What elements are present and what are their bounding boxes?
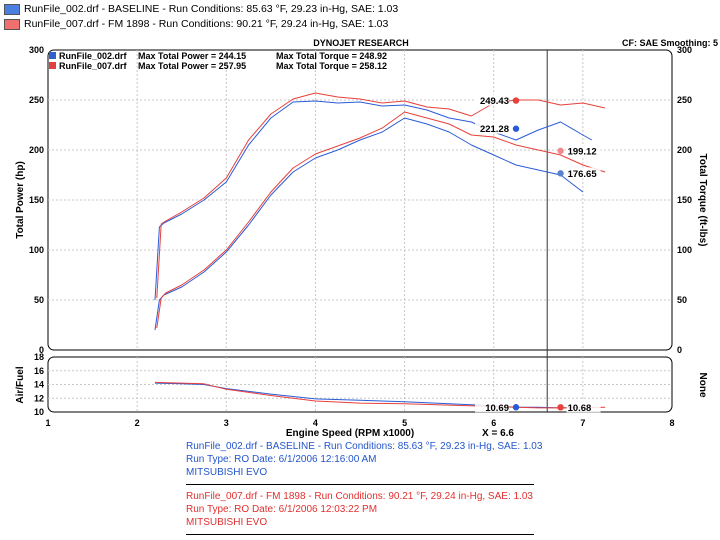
afr-tick-label: 14	[34, 380, 44, 390]
afr-tick-label: 16	[34, 366, 44, 376]
marker-label: 221.28	[480, 124, 509, 135]
red-swatch	[4, 18, 20, 30]
footer-run-1-line2: Run Type: RO Date: 6/1/2006 12:16:00 AM	[186, 454, 377, 465]
blue-swatch	[4, 3, 20, 15]
chart-legend-torque-2: Max Total Torque = 258.12	[276, 61, 387, 71]
top-legend-row-1: RunFile_002.drf - BASELINE - Run Conditi…	[4, 2, 398, 16]
marker-label-bg	[475, 122, 509, 134]
series-power-blue	[154, 117, 584, 331]
marker-label-bg	[566, 401, 601, 413]
marker-label-bg	[475, 401, 509, 413]
footer-run-1: RunFile_002.drf - BASELINE - Run Conditi…	[186, 440, 542, 479]
y-tick-label-right: 250	[677, 95, 692, 105]
x-tick-label: 6	[491, 418, 496, 428]
afr-axis-label-right: None	[697, 373, 708, 398]
y-tick-label-left: 50	[34, 295, 44, 305]
marker-label: 10.69	[485, 403, 509, 414]
footer-run-2-line2: Run Type: RO Date: 6/1/2006 12:03:22 PM	[186, 504, 378, 515]
marker-label-bg	[475, 94, 509, 106]
series-torque-red	[156, 92, 606, 299]
top-legend-label-2: RunFile_007.drf - FM 1898 - Run Conditio…	[24, 18, 389, 30]
x-tick-label: 1	[45, 418, 50, 428]
y-tick-label-right: 300	[677, 45, 692, 55]
y-tick-label-right: 100	[677, 245, 692, 255]
x-tick-label: 7	[580, 418, 585, 428]
x-tick-label: 4	[313, 418, 318, 428]
afr-tick-label: 18	[34, 352, 44, 362]
chart-settings: CF: SAE Smoothing: 5	[622, 38, 718, 48]
afr-axis-label-left: Air/Fuel	[15, 366, 26, 403]
main-series	[154, 92, 606, 331]
footer-divider-2	[186, 534, 534, 535]
afr-tick-label: 12	[34, 393, 44, 403]
chart-legend-power-2: Max Total Power = 257.95	[138, 61, 246, 71]
marker-label-bg	[566, 167, 601, 179]
x-tick-label: 8	[669, 418, 674, 428]
y-tick-label-left: 150	[29, 195, 44, 205]
chart-legend-torque-1: Max Total Torque = 248.92	[276, 51, 387, 61]
y-tick-label-left: 100	[29, 245, 44, 255]
chart-legend-file-1: RunFile_002.drf	[59, 51, 128, 61]
series-torque-blue	[154, 100, 593, 301]
footer-run-2-line1: RunFile_007.drf - FM 1898 - Run Conditio…	[186, 491, 533, 502]
cursor-label: X = 6.6	[482, 428, 514, 439]
x-axis-label: Engine Speed (RPM x1000)	[286, 428, 414, 439]
marker-label: 249.43	[480, 96, 509, 107]
main-grid	[48, 50, 672, 412]
marker-dot	[512, 97, 520, 104]
marker-dot	[512, 125, 520, 132]
chart-legend-file-2: RunFile_007.drf	[59, 61, 128, 71]
afr-series	[154, 381, 606, 409]
chart-legend-power-1: Max Total Power = 244.15	[138, 51, 246, 61]
markers: 249.43 221.28 199.12 176.65 10.69 10.68	[475, 94, 601, 414]
y-tick-label-right: 150	[677, 195, 692, 205]
series-afr-red	[154, 381, 606, 409]
chart-title: DYNOJET RESEARCH	[313, 38, 409, 48]
footer-divider-1	[186, 484, 534, 485]
marker-dot	[512, 404, 520, 411]
chart-legend-swatch-1	[49, 52, 56, 59]
y-tick-label-right: 200	[677, 145, 692, 155]
top-legend-row-2: RunFile_007.drf - FM 1898 - Run Conditio…	[4, 17, 388, 31]
y-tick-label-left: 0	[39, 345, 44, 355]
y-axis-label-left: Total Power (hp)	[15, 161, 26, 239]
series-afr-blue	[154, 382, 583, 409]
x-tick-label: 2	[135, 418, 140, 428]
marker-dot	[557, 170, 564, 177]
x-tick-label: 5	[402, 418, 407, 428]
chart-legend-swatch-2	[49, 62, 56, 69]
marker-label: 176.65	[568, 169, 598, 180]
y-tick-label-left: 300	[29, 45, 44, 55]
marker-dot	[557, 147, 564, 155]
y-tick-label-left: 250	[29, 95, 44, 105]
afr-tick-label: 10	[34, 407, 44, 417]
marker-label: 199.12	[568, 146, 597, 157]
marker-dot	[557, 404, 564, 411]
top-legend-label-1: RunFile_002.drf - BASELINE - Run Conditi…	[24, 3, 399, 15]
footer-run-1-line3: MITSUBISHI EVO	[186, 467, 268, 478]
y-tick-label-right: 0	[677, 345, 682, 355]
x-tick-label: 3	[224, 418, 229, 428]
series-power-red	[156, 111, 606, 329]
marker-label: 10.68	[568, 403, 592, 414]
footer-run-2: RunFile_007.drf - FM 1898 - Run Conditio…	[186, 490, 533, 529]
footer-run-2-line3: MITSUBISHI EVO	[186, 517, 268, 528]
y-tick-label-left: 200	[29, 145, 44, 155]
footer-run-1-line1: RunFile_002.drf - BASELINE - Run Conditi…	[186, 441, 543, 452]
marker-label-bg	[566, 144, 601, 156]
y-axis-label-right: Total Torque (ft-lbs)	[697, 154, 708, 247]
y-tick-label-right: 50	[677, 295, 687, 305]
